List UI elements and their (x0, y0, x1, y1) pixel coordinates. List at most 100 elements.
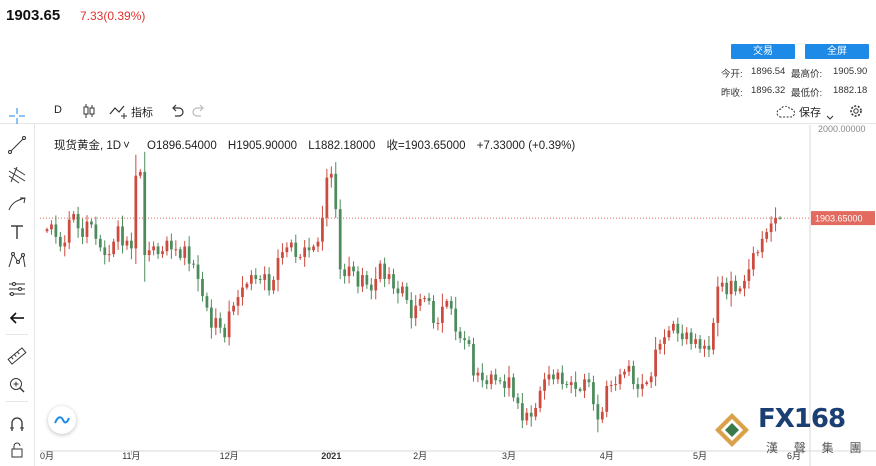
candle-body (756, 252, 760, 254)
candle-body (209, 307, 213, 328)
candle-body (170, 240, 173, 250)
zoom-in-icon[interactable] (6, 375, 28, 395)
candle-body (81, 228, 84, 237)
legend-chevron[interactable]: ˅ (123, 140, 130, 152)
candle-body (627, 365, 631, 372)
candle-body (663, 337, 666, 344)
candle-body (685, 332, 689, 340)
candle-body (738, 288, 742, 292)
candle-body (249, 275, 253, 284)
candle-body (725, 282, 729, 295)
candle-body (734, 280, 737, 292)
brush-icon[interactable] (6, 194, 28, 214)
candle-body (329, 173, 333, 178)
save-button[interactable]: 保存 (799, 107, 821, 119)
candle-body (103, 247, 107, 256)
ruler-icon[interactable] (6, 346, 28, 366)
candle-body (401, 286, 404, 294)
chart-logo-button[interactable] (48, 406, 76, 434)
current-price: 1903.65 (6, 7, 61, 24)
candle-body (183, 246, 187, 258)
candle-body (378, 263, 382, 279)
x-tick-label: 2021 (321, 451, 341, 461)
settings-gear-icon[interactable] (849, 104, 863, 123)
legend-symbol[interactable]: 现货黄金, 1D (54, 140, 122, 152)
candle-body (223, 327, 227, 338)
candle-body (174, 249, 178, 251)
candle-body (281, 252, 284, 258)
candle-body (694, 339, 697, 344)
candle-body (338, 209, 342, 270)
lock-icon[interactable] (6, 440, 28, 460)
candle-body (596, 404, 600, 420)
low-label: 最低价: (791, 88, 823, 99)
candle-body (529, 412, 533, 417)
redo-icon[interactable] (192, 104, 206, 123)
candle-body (458, 331, 462, 339)
candle-body (760, 238, 764, 253)
candle-body (121, 226, 124, 246)
candle-body (263, 274, 267, 280)
candle-body (640, 384, 644, 389)
candle-body (600, 411, 604, 420)
candle-body (374, 278, 378, 291)
candle-body (543, 379, 546, 391)
tools-separator-2 (6, 401, 28, 402)
candle-body (636, 384, 640, 389)
trend-line-icon[interactable] (6, 135, 28, 155)
candle-body (716, 286, 720, 323)
crosshair-icon[interactable] (6, 106, 28, 126)
candle-body (556, 372, 560, 380)
undo-icon[interactable] (170, 104, 184, 123)
candle-body (498, 380, 502, 382)
candle-body (369, 284, 373, 291)
brand-logo-text: FX168 (758, 404, 846, 434)
candle-body (707, 345, 711, 350)
legend-high: H1905.90000 (227, 140, 297, 152)
candle-body (214, 318, 218, 328)
candle-body (356, 271, 360, 287)
candle-body (467, 340, 471, 344)
candle-body (254, 275, 258, 279)
price-chart[interactable]: 2000.00000 1903.65000 0月 11月 12月 2021 2月 3月 4月 5月… (40, 125, 876, 466)
high-label: 最高价: (791, 69, 823, 80)
candle-body (147, 250, 151, 256)
candle-body (152, 246, 155, 251)
candle-body (143, 171, 147, 256)
candle-body (321, 217, 324, 242)
interval-selector[interactable]: D (54, 104, 62, 116)
ohlc-legend: 现货黄金, 1D ˅ O1896.54000 H1905.90000 L1882.… (54, 137, 583, 153)
candle-body (587, 379, 591, 383)
candles-icon[interactable] (82, 103, 96, 124)
candle-body (258, 278, 262, 280)
indicators-button[interactable]: 指标 (131, 107, 153, 119)
pitchfork-icon[interactable] (6, 165, 28, 185)
candle-body (241, 287, 244, 298)
measure-lines-icon[interactable] (6, 279, 28, 299)
trade-button[interactable]: 交易 (731, 44, 795, 59)
chevron-down-icon[interactable] (826, 108, 834, 126)
tools-separator (6, 334, 28, 335)
magnet-icon[interactable] (6, 414, 28, 434)
candle-body (525, 412, 529, 421)
candle-body (485, 380, 489, 385)
x-tick-label: 12月 (220, 451, 239, 461)
candle-body (445, 300, 449, 307)
candle-body (512, 377, 515, 398)
candle-body (107, 254, 111, 256)
cloud-save-icon[interactable] (776, 105, 796, 123)
candle-body (272, 279, 275, 291)
candle-body (658, 343, 662, 350)
candle-body (476, 372, 480, 376)
text-tool-icon[interactable] (6, 222, 28, 242)
pattern-icon[interactable] (6, 250, 28, 270)
indicators-icon[interactable] (109, 103, 129, 124)
candle-body (218, 318, 222, 328)
candle-body (405, 286, 409, 300)
candle-body (58, 236, 62, 247)
back-arrow-icon[interactable] (6, 308, 28, 328)
candle-body (547, 374, 551, 380)
candle-body (289, 242, 293, 248)
fullscreen-button[interactable]: 全屏 (805, 44, 869, 59)
y-tick-label: 2000.00000 (818, 125, 866, 134)
